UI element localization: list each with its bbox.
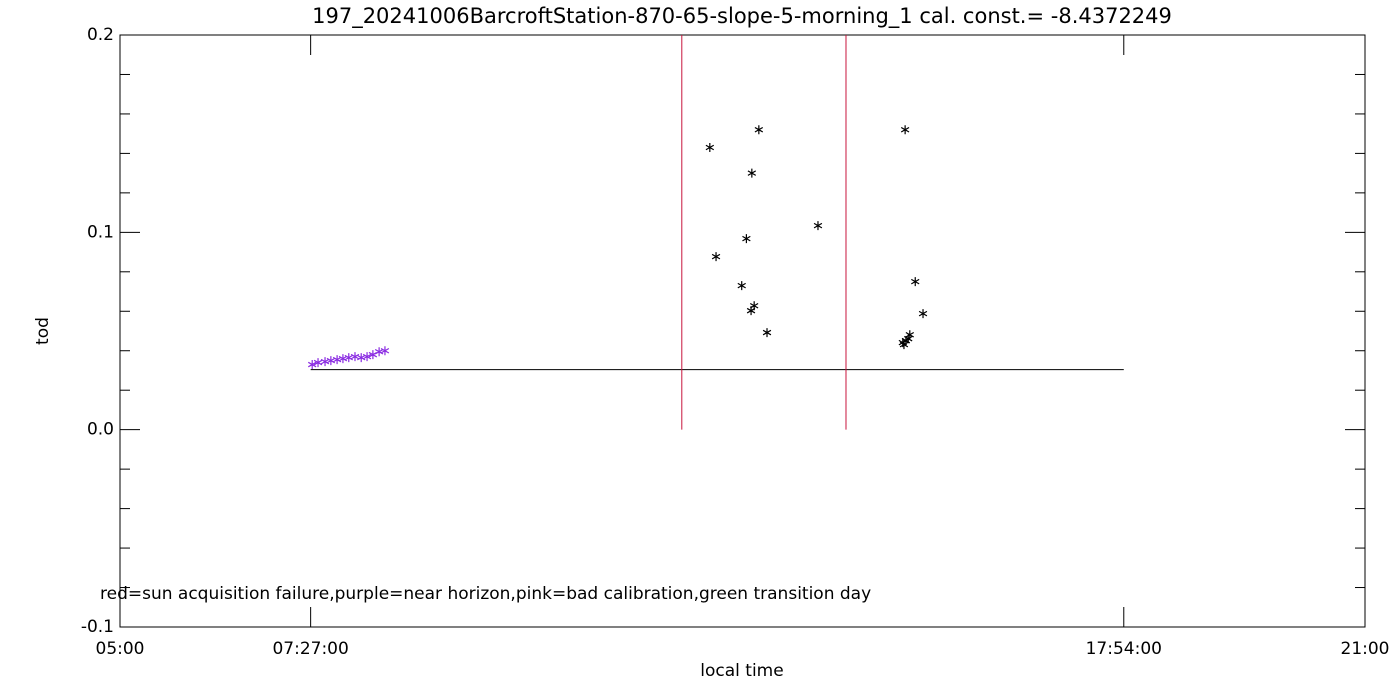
x-tick-label: 21:00 xyxy=(1341,639,1390,659)
point xyxy=(905,330,915,340)
x-tick-label: 17:54:00 xyxy=(1086,639,1162,659)
y-tick-label: 0.0 xyxy=(87,420,114,440)
point xyxy=(307,360,317,370)
point xyxy=(762,328,772,338)
y-axis-label: tod xyxy=(33,317,53,345)
y-tick-label: 0.1 xyxy=(87,222,114,242)
point xyxy=(313,358,323,368)
point xyxy=(918,309,928,319)
point xyxy=(711,252,721,262)
point xyxy=(380,346,390,356)
point xyxy=(705,142,715,152)
point xyxy=(813,221,823,231)
chart-title: 197_20241006BarcroftStation-870-65-slope… xyxy=(312,4,1172,29)
point xyxy=(900,125,910,135)
point xyxy=(754,125,764,135)
point xyxy=(749,301,759,311)
point xyxy=(911,277,920,287)
plot-frame xyxy=(119,34,1366,628)
point xyxy=(899,340,909,350)
point xyxy=(737,281,746,291)
point xyxy=(742,234,751,244)
point xyxy=(747,168,757,178)
x-tick-label: 05:00 xyxy=(96,639,145,659)
point xyxy=(362,352,372,362)
x-tick-label: 07:27:00 xyxy=(272,639,348,659)
y-tick-label: 0.2 xyxy=(87,25,114,45)
x-axis-label: local time xyxy=(700,661,783,681)
y-tick-label: -0.1 xyxy=(81,617,114,637)
annotation: red=sun acquisition failure,purple=near … xyxy=(100,584,871,604)
